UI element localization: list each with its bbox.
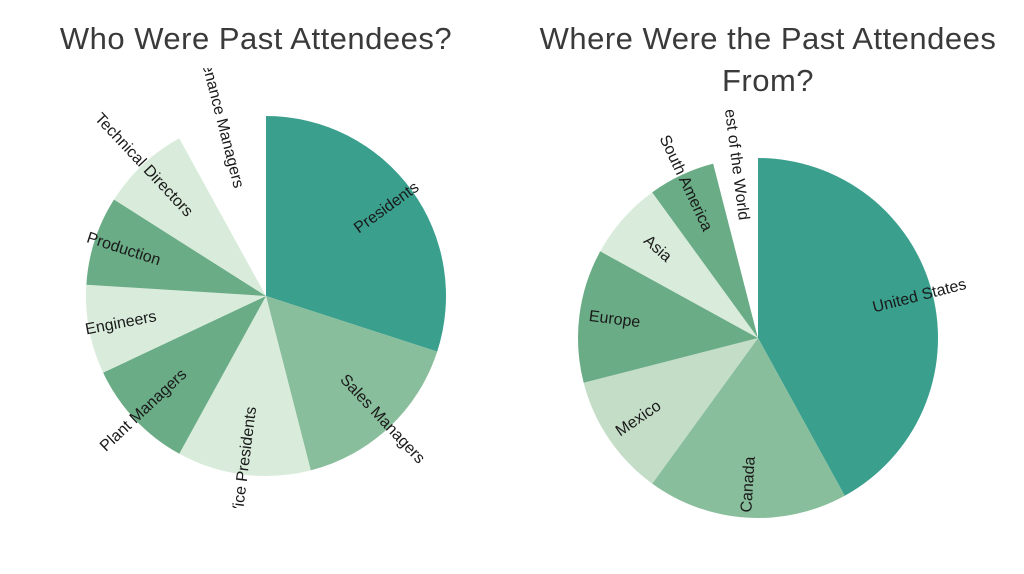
regions-title: Where Were the Past Attendees From?	[512, 18, 1024, 102]
regions-chart: United StatesCanadaMexicoEuropeAsiaSouth…	[548, 110, 988, 550]
charts-row: Who Were Past Attendees? PresidentsSales…	[0, 0, 1024, 574]
roles-pie: PresidentsSales ManagersVice PresidentsP…	[36, 68, 476, 508]
roles-chart: PresidentsSales ManagersVice PresidentsP…	[36, 68, 476, 508]
roles-panel: Who Were Past Attendees? PresidentsSales…	[0, 0, 512, 574]
roles-title: Who Were Past Attendees?	[60, 18, 452, 60]
regions-pie: United StatesCanadaMexicoEuropeAsiaSouth…	[548, 110, 988, 550]
slice-label: Canada	[738, 456, 759, 513]
regions-panel: Where Were the Past Attendees From? Unit…	[512, 0, 1024, 574]
